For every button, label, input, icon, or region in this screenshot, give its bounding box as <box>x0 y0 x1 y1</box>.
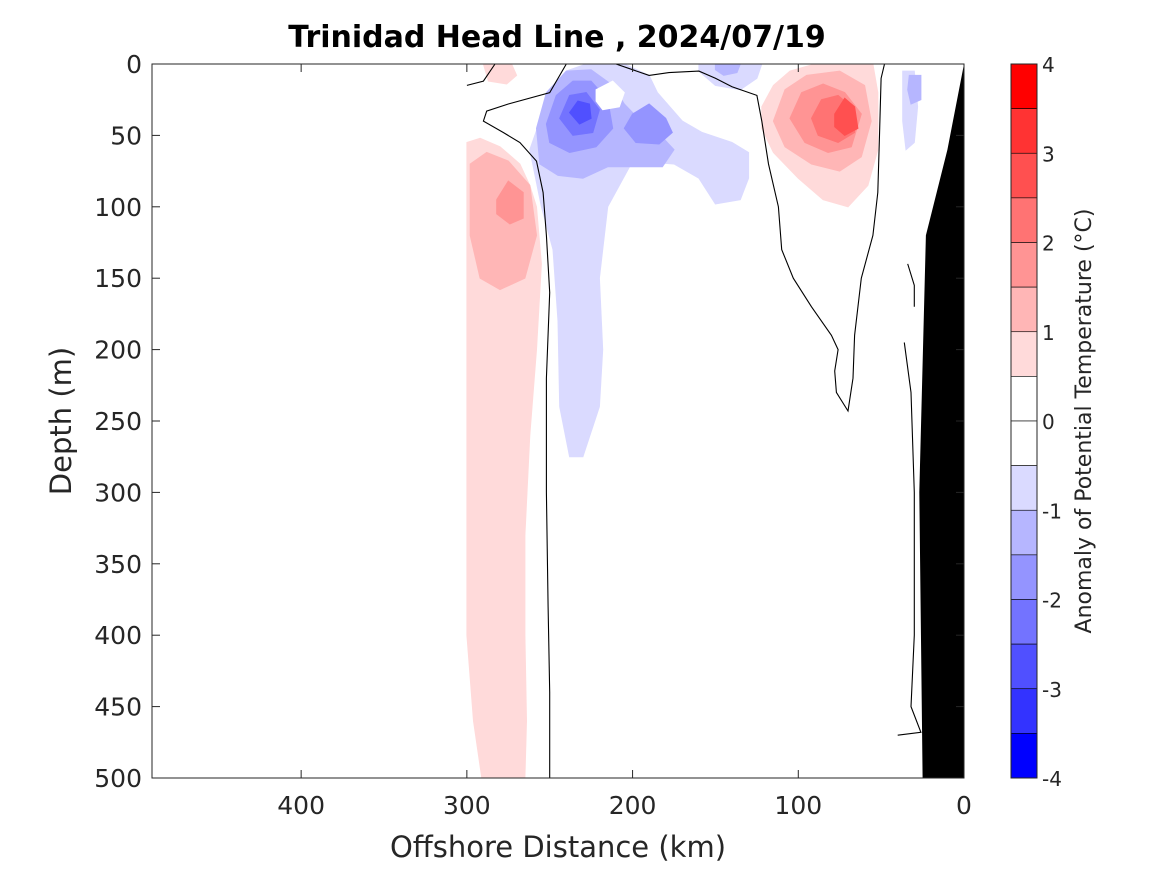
colorbar-level <box>1010 108 1038 154</box>
colorbar-level <box>1010 420 1038 466</box>
y-tick-label: 150 <box>94 264 142 293</box>
x-axis-label: Offshore Distance (km) <box>390 830 726 864</box>
x-tick-label: 400 <box>277 791 325 820</box>
y-tick-label: 100 <box>94 193 142 222</box>
y-axis-ticks: 0 50 100 150 200 250 300 350 400 450 500 <box>94 50 964 793</box>
x-tick-label: 300 <box>443 791 491 820</box>
zero-contour-line <box>482 63 567 778</box>
colorbar-tick-label: -3 <box>1042 678 1062 702</box>
x-tick-label: 100 <box>774 791 822 820</box>
x-tick-label: 200 <box>609 791 657 820</box>
contour-region <box>595 80 625 111</box>
contour-region <box>907 74 922 105</box>
colorbar-level <box>1010 63 1038 109</box>
colorbar-tick-label: -2 <box>1042 589 1062 613</box>
contour-region <box>496 180 524 225</box>
colorbar-level <box>1010 509 1038 556</box>
bottom-topography <box>919 64 964 778</box>
zero-contour-line <box>897 342 922 736</box>
contour-region <box>568 100 592 125</box>
y-tick-label: 400 <box>94 621 142 650</box>
y-tick-label: 200 <box>94 336 142 365</box>
colorbar-level <box>1010 286 1038 333</box>
contour-region <box>469 151 538 291</box>
colorbar-level <box>1010 465 1038 511</box>
colorbar-ticks: 4 3 2 1 0 -1 -2 -3 -4 <box>1042 53 1062 791</box>
colorbar-level <box>1010 643 1038 690</box>
contour-region <box>623 103 673 145</box>
x-tick-label: 0 <box>956 791 972 820</box>
colorbar-frame <box>1010 63 1038 779</box>
colorbar-level <box>1010 331 1038 377</box>
colorbar-tick-label: 4 <box>1042 53 1055 77</box>
y-tick-label: 350 <box>94 550 142 579</box>
y-tick-label: 50 <box>110 121 142 150</box>
zero-contour-line <box>907 263 915 307</box>
y-tick-label: 500 <box>94 764 142 793</box>
y-axis-label: Depth (m) <box>44 347 78 495</box>
colorbar-level <box>1010 197 1038 243</box>
zero-contour-line <box>615 63 886 413</box>
x-axis-ticks: 400 300 200 100 0 <box>277 64 972 820</box>
y-tick-label: 250 <box>94 407 142 436</box>
colorbar-level <box>1010 599 1038 645</box>
colorbar-level <box>1010 733 1038 779</box>
colorbar-label: Anomaly of Potential Temperature (°C) <box>1072 209 1097 634</box>
contour-region <box>834 97 859 137</box>
colorbar-tick-label: 1 <box>1042 321 1055 345</box>
colorbar-level <box>1010 376 1038 422</box>
colorbar-level <box>1010 688 1038 734</box>
colorbar <box>1010 63 1038 779</box>
chart-title: Trinidad Head Line , 2024/07/19 <box>288 20 825 55</box>
colorbar-tick-label: -4 <box>1042 767 1062 791</box>
contour-region <box>466 137 542 779</box>
colorbar-level <box>1010 242 1038 288</box>
zero-contour-line <box>466 63 496 86</box>
y-tick-label: 0 <box>126 50 142 79</box>
colorbar-tick-label: 3 <box>1042 142 1055 166</box>
colorbar-level <box>1010 554 1038 600</box>
colorbar-tick-label: 0 <box>1042 410 1055 434</box>
y-tick-label: 450 <box>94 693 142 722</box>
colorbar-tick-label: -1 <box>1042 499 1062 523</box>
colorbar-level <box>1010 152 1038 199</box>
y-tick-label: 300 <box>94 478 142 507</box>
contour-fills <box>466 63 922 779</box>
colorbar-tick-label: 2 <box>1042 232 1055 256</box>
